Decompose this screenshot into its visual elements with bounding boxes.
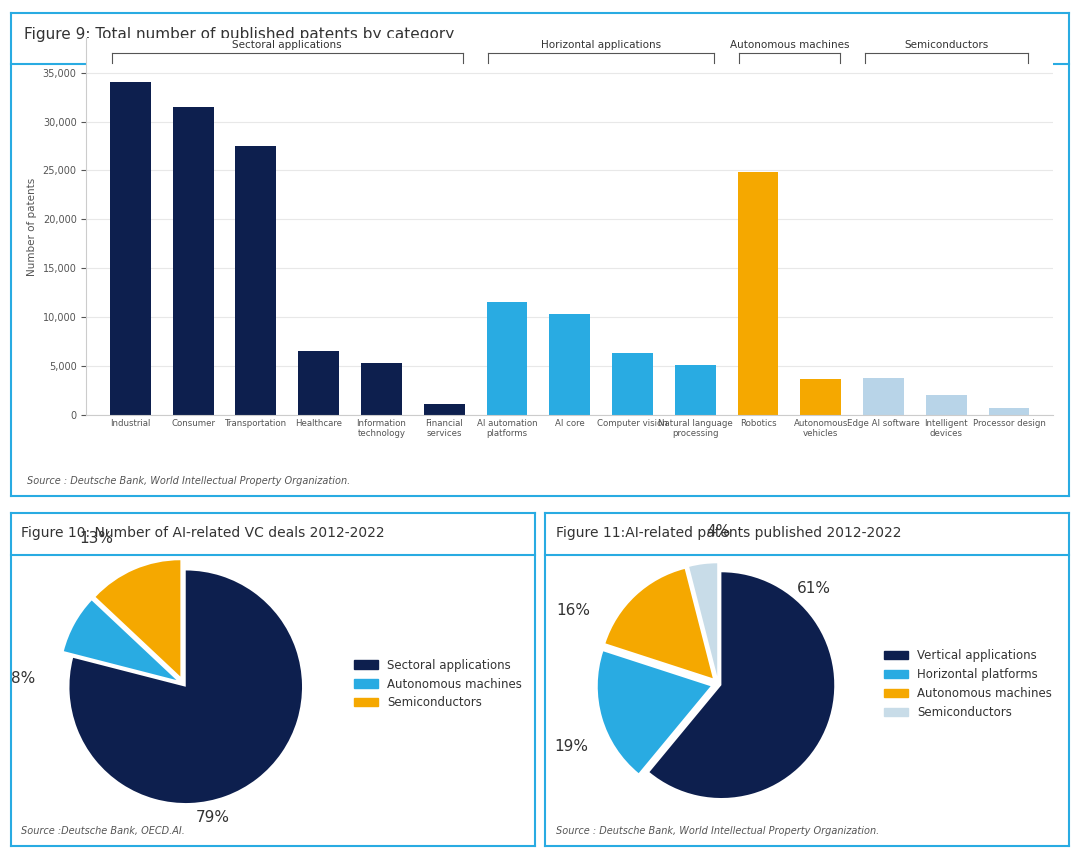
Text: Source : Deutsche Bank, World Intellectual Property Organization.: Source : Deutsche Bank, World Intellectu… xyxy=(556,827,879,836)
Bar xyxy=(550,314,590,415)
Text: 61%: 61% xyxy=(797,581,832,596)
Y-axis label: Number of patents: Number of patents xyxy=(27,178,37,275)
Wedge shape xyxy=(96,560,180,676)
Bar xyxy=(361,363,402,415)
Text: 13%: 13% xyxy=(80,531,113,546)
Text: Figure 10: Number of AI-related VC deals 2012-2022: Figure 10: Number of AI-related VC deals… xyxy=(22,527,384,540)
Wedge shape xyxy=(69,570,302,803)
Bar xyxy=(675,365,716,415)
Legend: Vertical applications, Horizontal platforms, Autonomous machines, Semiconductors: Vertical applications, Horizontal platfo… xyxy=(879,645,1056,723)
Text: Figure 11:AI-related patents published 2012-2022: Figure 11:AI-related patents published 2… xyxy=(556,527,902,540)
Bar xyxy=(423,404,464,415)
Bar xyxy=(738,173,779,415)
Legend: Sectoral applications, Autonomous machines, Semiconductors: Sectoral applications, Autonomous machin… xyxy=(350,654,527,714)
Bar xyxy=(110,82,151,415)
Bar xyxy=(486,303,527,415)
Text: Horizontal applications: Horizontal applications xyxy=(541,40,661,50)
Text: 79%: 79% xyxy=(195,811,230,825)
Text: 4%: 4% xyxy=(706,524,730,540)
Text: Autonomous machines: Autonomous machines xyxy=(730,40,849,50)
Bar xyxy=(863,378,904,415)
Text: Figure 9: Total number of published patents by category: Figure 9: Total number of published pate… xyxy=(24,27,454,42)
Wedge shape xyxy=(689,563,717,676)
Text: Source :Deutsche Bank, OECD.AI.: Source :Deutsche Bank, OECD.AI. xyxy=(22,827,185,836)
Text: 19%: 19% xyxy=(554,739,589,753)
Bar xyxy=(235,146,276,415)
Wedge shape xyxy=(606,569,713,678)
Text: Sectoral applications: Sectoral applications xyxy=(232,40,342,50)
Bar xyxy=(926,395,967,415)
Wedge shape xyxy=(649,572,834,798)
Text: Source : Deutsche Bank, World Intellectual Property Organization.: Source : Deutsche Bank, World Intellectu… xyxy=(27,476,350,486)
Wedge shape xyxy=(597,652,711,773)
Bar xyxy=(800,379,841,415)
Bar xyxy=(612,353,653,415)
Text: Semiconductors: Semiconductors xyxy=(904,40,988,50)
Bar xyxy=(988,408,1029,415)
Bar xyxy=(173,107,214,415)
Text: 8%: 8% xyxy=(11,670,36,686)
Wedge shape xyxy=(64,600,176,680)
Text: 16%: 16% xyxy=(556,603,591,618)
Bar xyxy=(298,351,339,415)
